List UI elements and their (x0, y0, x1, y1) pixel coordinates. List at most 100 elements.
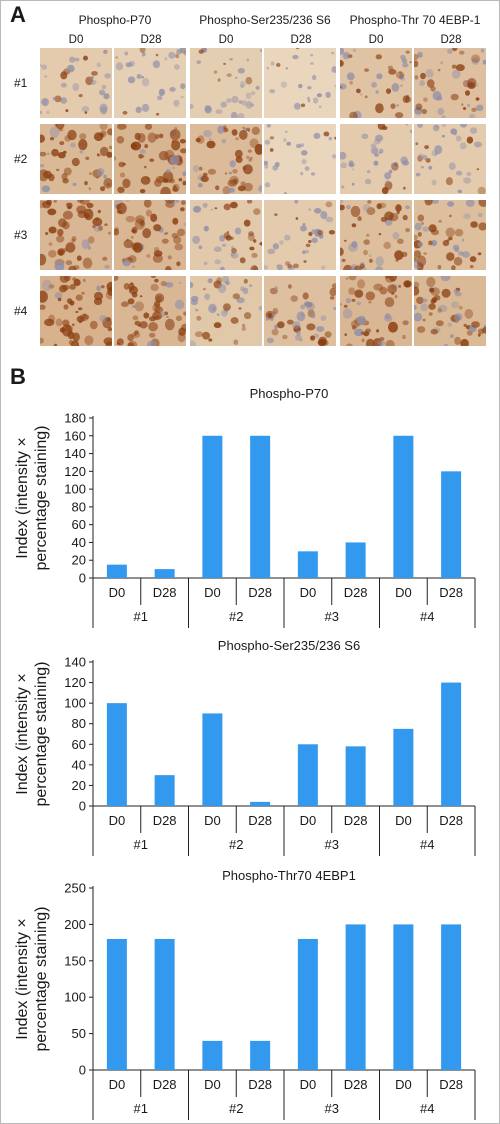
chart-title: Phospho-Ser235/236 S6 (218, 638, 360, 653)
y-axis-label: percentage staining) (33, 907, 50, 1052)
x-tick-label: D28 (344, 813, 368, 828)
y-tick-label: 160 (64, 428, 86, 443)
micrograph-tile (114, 48, 186, 118)
group-label: #1 (134, 837, 148, 852)
bar (297, 938, 318, 1070)
row-label-4: #4 (14, 304, 28, 318)
group-label: #2 (229, 837, 243, 852)
x-tick-label: D28 (439, 813, 463, 828)
micrograph-tile (340, 200, 412, 270)
row-label-3: #3 (14, 228, 28, 242)
micrograph-tile (264, 276, 336, 346)
x-tick-label: D28 (153, 585, 177, 600)
micrograph-tile (414, 276, 486, 346)
chart-title: Phospho-P70 (250, 386, 329, 401)
micrograph-tile (414, 200, 486, 270)
y-tick-label: 80 (72, 716, 86, 731)
bar (106, 703, 127, 806)
micrograph-tile (264, 48, 336, 118)
bar (345, 746, 366, 806)
y-tick-label: 0 (79, 1063, 86, 1078)
micrograph-tile (414, 124, 486, 194)
y-tick-label: 80 (72, 499, 86, 514)
micrograph-tile (40, 276, 112, 346)
y-tick-label: 120 (64, 464, 86, 479)
x-tick-label: D28 (153, 813, 177, 828)
x-tick-label: D28 (439, 1077, 463, 1092)
x-tick-label: D0 (109, 813, 126, 828)
subheader-d0: D0 (68, 34, 84, 46)
bar (441, 682, 462, 806)
x-tick-label: D28 (248, 1077, 272, 1092)
micrograph-tile (114, 124, 186, 194)
y-tick-label: 20 (72, 778, 86, 793)
x-tick-label: D28 (344, 1077, 368, 1092)
x-tick-label: D28 (344, 585, 368, 600)
y-tick-label: 150 (64, 953, 86, 968)
micrograph-tile (190, 124, 262, 194)
column-header-4ebp1: Phospho-Thr 70 4EBP-1 (349, 13, 481, 27)
micrograph-tile (340, 124, 412, 194)
group-label: #4 (420, 837, 434, 852)
micrograph-tile (340, 48, 412, 118)
micrograph-tile (40, 124, 112, 194)
y-tick-label: 20 (72, 553, 86, 568)
micrograph-tile (40, 48, 112, 118)
y-tick-label: 100 (64, 990, 86, 1005)
subheader-d28: D28 (290, 34, 312, 46)
x-tick-label: D0 (204, 813, 221, 828)
row-label-2: #2 (14, 152, 28, 166)
x-tick-label: D28 (248, 585, 272, 600)
bar (202, 1040, 223, 1070)
bar (202, 713, 223, 806)
y-axis-label: percentage staining) (33, 662, 50, 807)
micrograph-tile (114, 276, 186, 346)
bar (441, 471, 462, 578)
micrograph-tile (40, 200, 112, 270)
bar (297, 744, 318, 806)
y-tick-label: 200 (64, 917, 86, 932)
x-tick-label: D28 (153, 1077, 177, 1092)
y-tick-label: 0 (79, 799, 86, 814)
x-tick-label: D0 (395, 813, 412, 828)
bar (154, 775, 175, 806)
y-tick-label: 180 (64, 411, 86, 426)
bar (250, 435, 271, 578)
micrograph-tile (114, 200, 186, 270)
y-tick-label: 40 (72, 535, 86, 550)
bar (106, 938, 127, 1070)
y-tick-label: 40 (72, 757, 86, 772)
x-tick-label: D0 (300, 813, 317, 828)
bar (106, 564, 127, 578)
y-axis-label: Index (intensity × (14, 673, 31, 794)
y-tick-label: 60 (72, 737, 86, 752)
group-label: #3 (325, 609, 339, 624)
micrograph-tile (190, 48, 262, 118)
bar (154, 569, 175, 578)
y-tick-label: 250 (64, 881, 86, 896)
micrograph-tile (264, 124, 336, 194)
bar (202, 435, 223, 578)
y-tick-label: 140 (64, 655, 86, 670)
x-tick-label: D0 (109, 585, 126, 600)
group-label: #3 (325, 837, 339, 852)
micrograph-tile (190, 200, 262, 270)
column-header-p70: Phospho-P70 (78, 13, 152, 27)
y-axis-label: percentage staining) (33, 426, 50, 571)
x-tick-label: D28 (439, 585, 463, 600)
subheader-d0: D0 (218, 34, 234, 46)
bar (345, 542, 366, 578)
bar (393, 435, 414, 578)
micrograph-tile (340, 276, 412, 346)
bar (297, 551, 318, 578)
y-tick-label: 120 (64, 675, 86, 690)
x-tick-label: D0 (300, 1077, 317, 1092)
panel-b-label: B (10, 364, 26, 389)
y-tick-label: 100 (64, 696, 86, 711)
bar (441, 924, 462, 1070)
y-tick-label: 0 (79, 571, 86, 586)
column-header-s6: Phospho-Ser235/236 S6 (199, 13, 331, 27)
group-label: #3 (325, 1101, 339, 1116)
micrograph-tile (264, 200, 336, 270)
